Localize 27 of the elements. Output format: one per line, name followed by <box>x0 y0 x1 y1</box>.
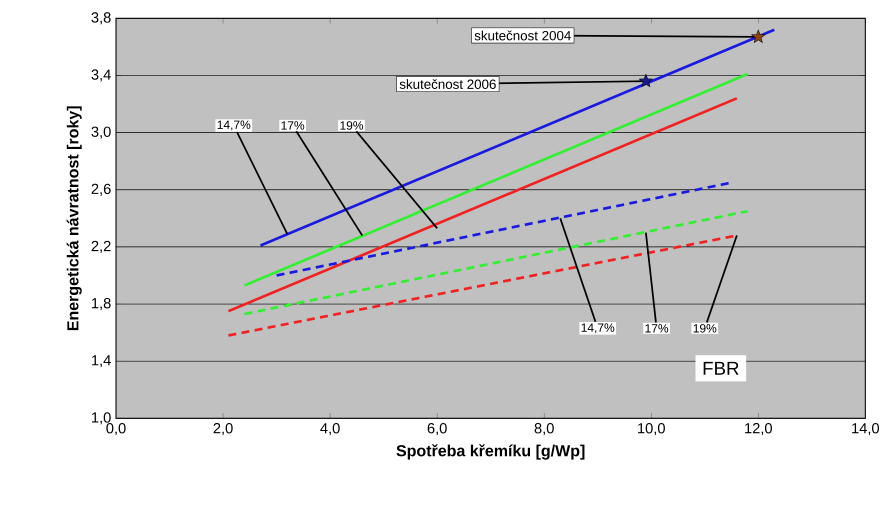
x-tick-label: 4,0 <box>320 423 340 436</box>
annotation: FBR <box>704 362 739 375</box>
y-tick-label: 2,2 <box>92 240 111 253</box>
annotation: 17% <box>646 324 668 333</box>
annotation: skutečnost 2004 <box>474 30 571 40</box>
x-tick-label: 12,0 <box>745 423 772 436</box>
x-tick-label: 6,0 <box>428 423 447 436</box>
y-tick-label: 3,4 <box>91 69 111 82</box>
x-tick-label: 10,0 <box>638 423 665 436</box>
y-tick-label: 2,6 <box>92 184 111 196</box>
x-tick-label: 0,0 <box>106 423 126 436</box>
y-tick-label: 1,4 <box>92 355 111 368</box>
x-tick-label: 8,0 <box>534 423 554 436</box>
y-tick-label: 1,0 <box>92 412 111 424</box>
annotation: 14,7% <box>582 323 614 334</box>
annotation: 19% <box>340 121 364 130</box>
annotation: 17% <box>282 121 304 130</box>
annotation: 19% <box>694 324 716 333</box>
x-tick-label: 2,0 <box>214 423 233 436</box>
annotation: 14,7% <box>218 120 250 130</box>
x-axis-title: Spotřeba křemíku [g/Wp] <box>396 444 584 460</box>
y-tick-label: 3,8 <box>91 12 111 24</box>
y-axis-title: Energetická návratnost [roky] <box>66 106 82 330</box>
annotation: skutečnost 2006 <box>400 79 496 89</box>
x-tick-label: 14,0 <box>852 423 880 436</box>
y-tick-label: 3,0 <box>91 126 111 139</box>
y-tick-label: 1,8 <box>92 298 111 310</box>
